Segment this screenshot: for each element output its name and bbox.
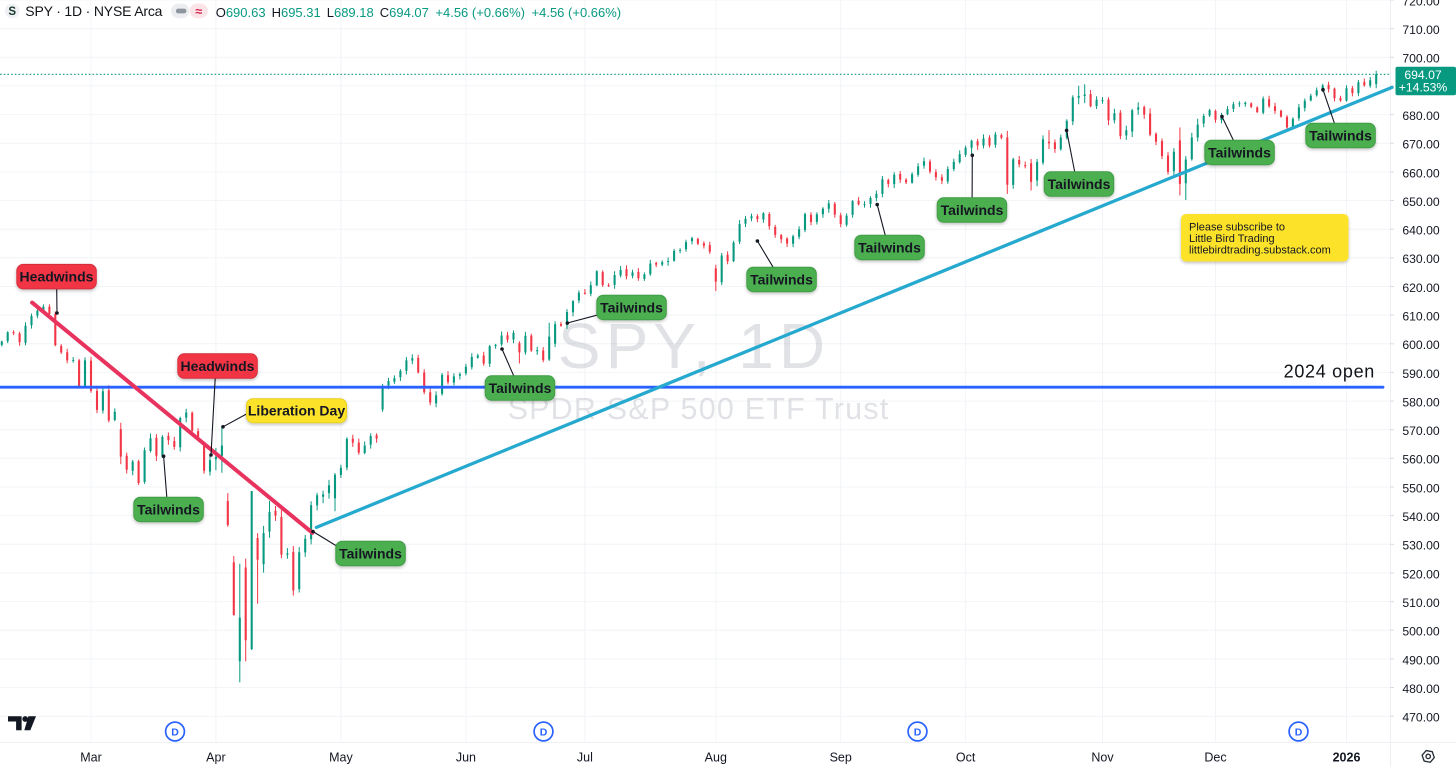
svg-text:Jun: Jun bbox=[456, 751, 476, 765]
svg-text:Tailwinds: Tailwinds bbox=[858, 240, 921, 256]
svg-text:694.07: 694.07 bbox=[1404, 68, 1441, 82]
svg-text:2026: 2026 bbox=[1333, 751, 1361, 765]
svg-text:600.00: 600.00 bbox=[1402, 338, 1439, 352]
svg-text:470.00: 470.00 bbox=[1402, 711, 1439, 725]
svg-text:SPY · 1D · NYSE Arca: SPY · 1D · NYSE Arca bbox=[25, 3, 162, 19]
svg-text:Tailwinds: Tailwinds bbox=[1048, 176, 1111, 192]
svg-text:Oct: Oct bbox=[956, 751, 976, 765]
svg-text:700.00: 700.00 bbox=[1402, 52, 1439, 66]
svg-text:580.00: 580.00 bbox=[1402, 396, 1439, 410]
svg-text:Jul: Jul bbox=[577, 751, 593, 765]
svg-text:D: D bbox=[540, 726, 548, 738]
svg-text:+14.53%: +14.53% bbox=[1399, 81, 1448, 95]
svg-text:littlebirdtrading.substack.com: littlebirdtrading.substack.com bbox=[1189, 245, 1331, 257]
svg-text:610.00: 610.00 bbox=[1402, 310, 1439, 324]
svg-text:650.00: 650.00 bbox=[1402, 195, 1439, 209]
svg-text:SPDR S&P 500 ETF Trust: SPDR S&P 500 ETF Trust bbox=[508, 392, 890, 426]
svg-text:Mar: Mar bbox=[80, 751, 102, 765]
svg-text:620.00: 620.00 bbox=[1402, 281, 1439, 295]
svg-text:2024 open: 2024 open bbox=[1284, 362, 1375, 382]
svg-text:490.00: 490.00 bbox=[1402, 653, 1439, 667]
svg-text:Nov: Nov bbox=[1091, 751, 1114, 765]
svg-text:May: May bbox=[329, 751, 353, 765]
svg-text:480.00: 480.00 bbox=[1402, 682, 1439, 696]
svg-text:680.00: 680.00 bbox=[1402, 109, 1439, 123]
svg-text:630.00: 630.00 bbox=[1402, 252, 1439, 266]
svg-text:D: D bbox=[914, 726, 922, 738]
svg-text:SPY, 1D: SPY, 1D bbox=[558, 310, 830, 382]
svg-text:≈: ≈ bbox=[195, 4, 202, 18]
svg-text:510.00: 510.00 bbox=[1402, 596, 1439, 610]
svg-text:Dec: Dec bbox=[1204, 751, 1226, 765]
svg-text:Tailwinds: Tailwinds bbox=[600, 300, 663, 316]
svg-text:Aug: Aug bbox=[705, 751, 727, 765]
svg-text:500.00: 500.00 bbox=[1402, 625, 1439, 639]
svg-text:720.00: 720.00 bbox=[1402, 0, 1439, 8]
svg-text:Little Bird Trading: Little Bird Trading bbox=[1189, 233, 1275, 245]
svg-text:560.00: 560.00 bbox=[1402, 453, 1439, 467]
svg-text:Tailwinds: Tailwinds bbox=[489, 380, 552, 396]
svg-text:520.00: 520.00 bbox=[1402, 567, 1439, 581]
svg-text:530.00: 530.00 bbox=[1402, 539, 1439, 553]
svg-text:D: D bbox=[1295, 726, 1303, 738]
svg-text:640.00: 640.00 bbox=[1402, 224, 1439, 238]
svg-text:Headwinds: Headwinds bbox=[181, 358, 255, 374]
svg-text:Apr: Apr bbox=[206, 751, 225, 765]
svg-text:710.00: 710.00 bbox=[1402, 23, 1439, 37]
svg-text:Tailwinds: Tailwinds bbox=[750, 272, 813, 288]
svg-text:S: S bbox=[8, 6, 16, 18]
svg-text:660.00: 660.00 bbox=[1402, 166, 1439, 180]
svg-text:670.00: 670.00 bbox=[1402, 138, 1439, 152]
svg-text:Tailwinds: Tailwinds bbox=[941, 202, 1004, 218]
svg-text:540.00: 540.00 bbox=[1402, 510, 1439, 524]
svg-text:Tailwinds: Tailwinds bbox=[1208, 145, 1271, 161]
svg-text:Sep: Sep bbox=[830, 751, 852, 765]
svg-text:Headwinds: Headwinds bbox=[20, 269, 94, 285]
svg-text:590.00: 590.00 bbox=[1402, 367, 1439, 381]
svg-text:Please subscribe to: Please subscribe to bbox=[1189, 222, 1285, 234]
svg-text:Liberation Day: Liberation Day bbox=[248, 403, 345, 419]
svg-text:D: D bbox=[171, 726, 179, 738]
svg-text:Tailwinds: Tailwinds bbox=[137, 502, 200, 518]
svg-text:Tailwinds: Tailwinds bbox=[1309, 128, 1372, 144]
svg-text:Tailwinds: Tailwinds bbox=[339, 546, 402, 562]
svg-text:570.00: 570.00 bbox=[1402, 424, 1439, 438]
svg-text:550.00: 550.00 bbox=[1402, 481, 1439, 495]
